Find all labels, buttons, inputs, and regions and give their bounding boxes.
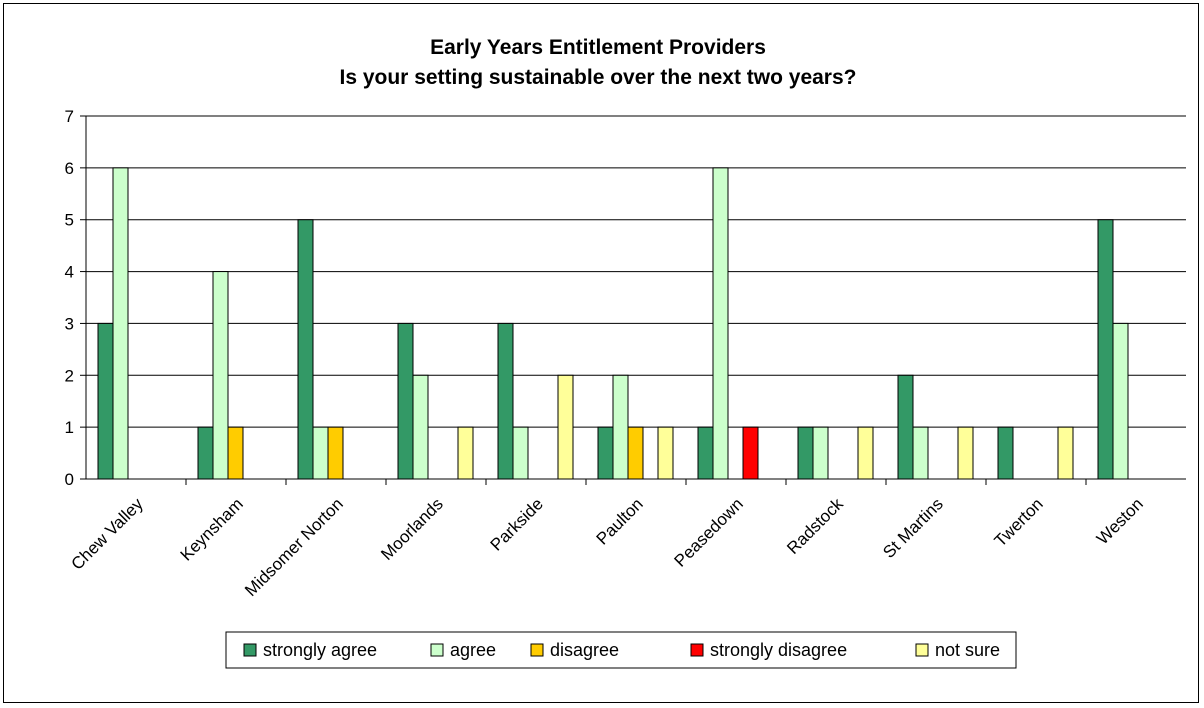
chart-subtitle: Is your setting sustainable over the nex…	[340, 66, 857, 89]
legend-box	[225, 631, 1017, 669]
x-tick-label: Radstock	[783, 494, 847, 558]
y-axis-ticks: 0 1 2 3 4 5 6 7	[65, 107, 86, 489]
bar	[712, 167, 729, 480]
bar	[612, 374, 629, 480]
bar	[112, 167, 129, 480]
x-tick-label: Chew Valley	[67, 494, 147, 574]
legend-label: agree	[450, 640, 496, 660]
y-tick-label: 2	[65, 366, 74, 385]
bar	[742, 426, 759, 480]
legend-label: strongly disagree	[710, 640, 847, 660]
axes	[85, 116, 1186, 485]
bar	[657, 426, 674, 480]
chart-frame: Early Years Entitlement Providers Is you…	[3, 3, 1199, 703]
bar	[1057, 426, 1074, 480]
bar	[97, 322, 114, 480]
bar	[812, 426, 829, 480]
bar	[497, 322, 514, 480]
bar	[457, 426, 474, 480]
x-tick-label: Peasedown	[671, 494, 747, 570]
bar	[312, 426, 329, 480]
x-tick-label: Moorlands	[377, 494, 447, 564]
bar	[697, 426, 714, 480]
bars	[97, 167, 1129, 480]
bar	[412, 374, 429, 480]
legend-swatch	[243, 643, 257, 657]
legend-swatch	[430, 643, 444, 657]
x-tick-label: Parkside	[487, 494, 547, 554]
bar	[627, 426, 644, 480]
y-tick-label: 3	[65, 314, 74, 333]
legend-label: disagree	[550, 640, 619, 660]
bar	[197, 426, 214, 480]
legend-swatch	[530, 643, 544, 657]
legend: strongly agree agree disagree strongly disa…	[225, 631, 1017, 669]
x-tick-label: Weston	[1093, 494, 1147, 548]
legend-label: strongly agree	[263, 640, 377, 660]
y-tick-label: 1	[65, 418, 74, 437]
bar	[512, 426, 529, 480]
bar	[1097, 219, 1114, 480]
gridlines	[86, 115, 1186, 428]
x-tick-label: Paulton	[593, 494, 647, 548]
y-tick-label: 6	[65, 159, 74, 178]
bar	[897, 374, 914, 480]
y-tick-label: 4	[65, 263, 74, 282]
bar	[297, 219, 314, 480]
bar	[857, 426, 874, 480]
bar	[397, 322, 414, 480]
legend-swatch	[690, 643, 704, 657]
bar	[997, 426, 1014, 480]
bar	[912, 426, 929, 480]
bar	[1112, 322, 1129, 480]
chart-title: Early Years Entitlement Providers	[430, 36, 766, 59]
legend-label: not sure	[935, 640, 1000, 660]
bar	[797, 426, 814, 480]
y-tick-label: 0	[65, 470, 74, 489]
x-tick-label: Midsomer Norton	[241, 494, 347, 600]
bar	[212, 271, 229, 480]
y-tick-label: 7	[65, 107, 74, 126]
x-tick-label: Keynsham	[177, 494, 247, 564]
legend-swatch	[915, 643, 929, 657]
bar	[597, 426, 614, 480]
chart: Early Years Entitlement Providers Is you…	[65, 36, 1186, 669]
bar	[227, 426, 244, 480]
bar	[327, 426, 344, 480]
bar	[557, 374, 574, 480]
bar	[957, 426, 974, 480]
x-tick-label: St Martins	[879, 494, 947, 562]
y-tick-label: 5	[65, 211, 74, 230]
x-tick-label: Twerton	[991, 494, 1047, 550]
